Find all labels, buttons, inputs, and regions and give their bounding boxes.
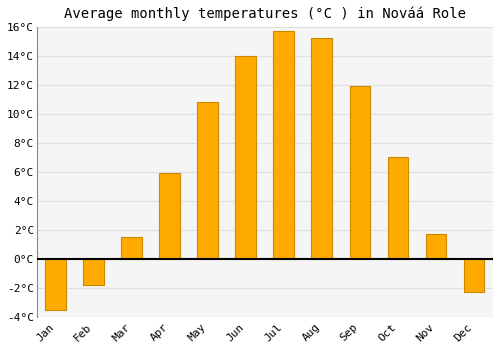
Bar	[236, 56, 256, 259]
Bar	[274, 31, 294, 259]
Bar	[426, 234, 446, 259]
Bar	[198, 102, 218, 259]
Bar	[388, 157, 408, 259]
Bar	[46, 259, 66, 309]
Title: Average monthly temperatures (°C ) in Nováá Role: Average monthly temperatures (°C ) in No…	[64, 7, 466, 21]
Bar	[122, 237, 142, 259]
Bar	[464, 259, 484, 292]
Bar	[350, 86, 370, 259]
Bar	[160, 173, 180, 259]
Bar	[84, 259, 104, 285]
Bar	[312, 38, 332, 259]
